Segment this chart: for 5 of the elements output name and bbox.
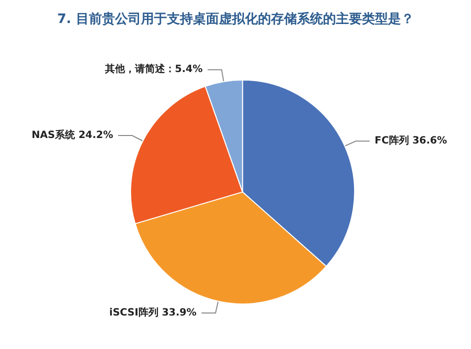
- chart-title: 7. 目前贵公司用于支持桌面虚拟化的存储系统的主要类型是？: [57, 11, 414, 27]
- slice-label: NAS系统 24.2%: [32, 129, 114, 142]
- slice-label: FC阵列 36.6%: [374, 134, 448, 147]
- slice-label: 其他，请简述：5.4%: [104, 63, 203, 76]
- slice-label: iSCSI阵列 33.9%: [109, 306, 197, 318]
